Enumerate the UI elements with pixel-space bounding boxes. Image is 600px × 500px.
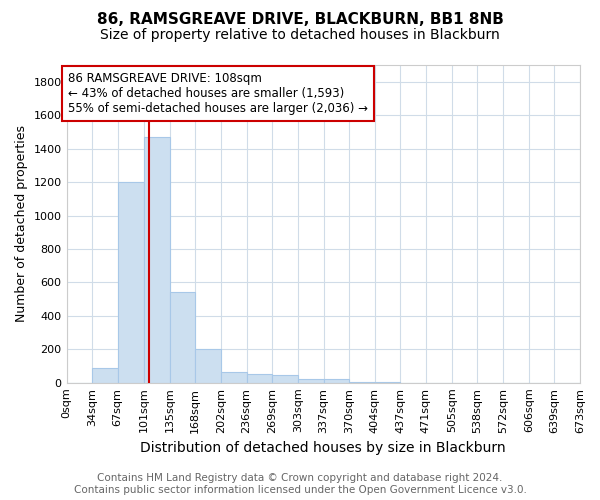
Bar (349, 382, 375, 383)
Bar (247, 374, 272, 383)
Text: 86, RAMSGREAVE DRIVE, BLACKBURN, BB1 8NB: 86, RAMSGREAVE DRIVE, BLACKBURN, BB1 8NB (97, 12, 503, 28)
Text: Contains HM Land Registry data © Crown copyright and database right 2024.
Contai: Contains HM Land Registry data © Crown c… (74, 474, 526, 495)
Bar (375, 382, 400, 383)
Bar (170, 292, 195, 383)
Bar (118, 182, 143, 383)
Bar (323, 380, 349, 383)
Bar (195, 350, 221, 383)
Y-axis label: Number of detached properties: Number of detached properties (15, 126, 28, 322)
Bar (92, 368, 118, 383)
Bar (298, 378, 323, 383)
Text: 86 RAMSGREAVE DRIVE: 108sqm
← 43% of detached houses are smaller (1,593)
55% of : 86 RAMSGREAVE DRIVE: 108sqm ← 43% of det… (68, 72, 368, 114)
Bar (221, 372, 247, 383)
Text: Size of property relative to detached houses in Blackburn: Size of property relative to detached ho… (100, 28, 500, 42)
X-axis label: Distribution of detached houses by size in Blackburn: Distribution of detached houses by size … (140, 441, 506, 455)
Bar (272, 376, 298, 383)
Bar (143, 137, 170, 383)
